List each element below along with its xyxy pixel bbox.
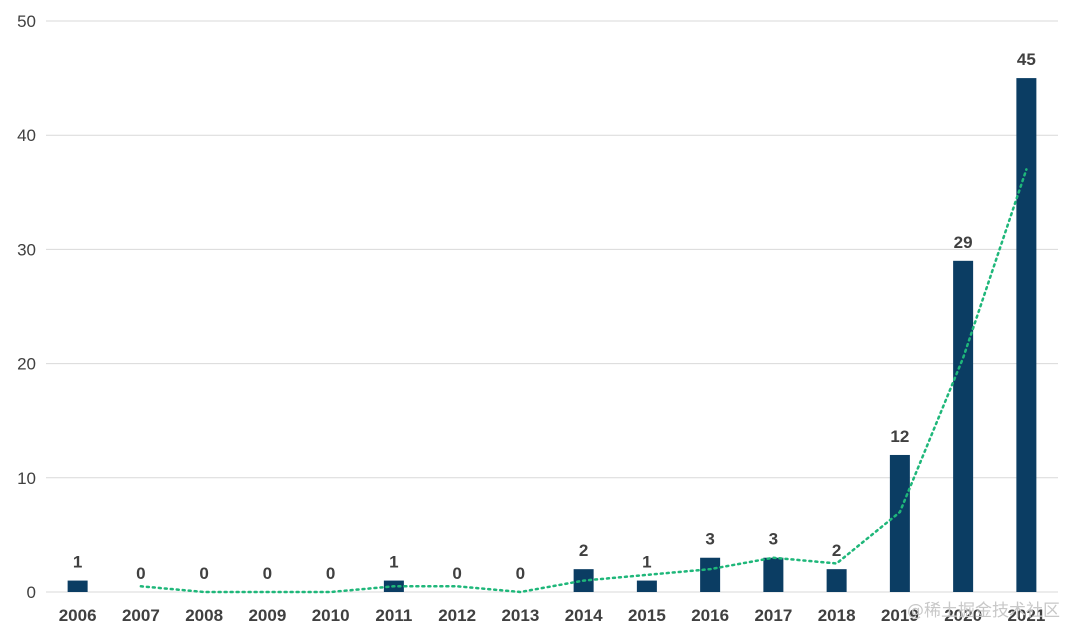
data-label-2010: 0 bbox=[326, 564, 335, 583]
data-label-2017: 3 bbox=[769, 530, 778, 549]
x-tick-label: 2013 bbox=[501, 606, 539, 625]
data-label-2008: 0 bbox=[199, 564, 208, 583]
x-tick-label: 2012 bbox=[438, 606, 476, 625]
data-label-2021: 45 bbox=[1017, 50, 1036, 69]
data-label-2011: 1 bbox=[389, 553, 398, 572]
x-tick-label: 2021 bbox=[1007, 606, 1045, 625]
x-tick-label: 2017 bbox=[754, 606, 792, 625]
x-tick-label: 2020 bbox=[944, 606, 982, 625]
data-label-2006: 1 bbox=[73, 553, 82, 572]
y-tick-label: 30 bbox=[17, 240, 36, 259]
x-tick-label: 2014 bbox=[565, 606, 603, 625]
x-tick-label: 2018 bbox=[818, 606, 856, 625]
y-tick-label: 10 bbox=[17, 469, 36, 488]
x-tick-label: 2010 bbox=[312, 606, 350, 625]
x-tick-label: 2006 bbox=[59, 606, 97, 625]
data-label-2009: 0 bbox=[263, 564, 272, 583]
trendline-path bbox=[139, 168, 1028, 594]
x-axis-ticks: 2006 2007 2008 2009 2010 2011 2012 2013 2014 2015… bbox=[59, 606, 1046, 625]
x-tick-label: 2011 bbox=[375, 606, 412, 625]
bars bbox=[67, 78, 1037, 593]
y-tick-label: 40 bbox=[17, 126, 36, 145]
x-tick-label: 2016 bbox=[691, 606, 729, 625]
data-label-2013: 0 bbox=[516, 564, 525, 583]
data-label-2016: 3 bbox=[705, 530, 714, 549]
x-tick-label: 2008 bbox=[185, 606, 223, 625]
x-tick-label: 2009 bbox=[248, 606, 286, 625]
trendline bbox=[139, 168, 1028, 594]
y-tick-label: 20 bbox=[17, 355, 36, 374]
x-tick-label: 2015 bbox=[628, 606, 666, 625]
data-label-2018: 2 bbox=[832, 541, 841, 560]
data-label-2007: 0 bbox=[136, 564, 145, 583]
watermark-text: @稀土掘金技术社区 bbox=[907, 601, 1060, 621]
data-label-2019: 12 bbox=[890, 427, 909, 446]
bar-2015 bbox=[636, 580, 657, 592]
x-tick-label: 2007 bbox=[122, 606, 160, 625]
data-label-2012: 0 bbox=[452, 564, 461, 583]
bar-2021 bbox=[1016, 78, 1037, 593]
data-label-2014: 2 bbox=[579, 541, 588, 560]
x-tick-label: 2019 bbox=[881, 606, 919, 625]
y-tick-label: 50 bbox=[17, 12, 36, 31]
y-axis-ticks: 0 10 20 30 40 50 bbox=[17, 12, 36, 602]
bar-2019 bbox=[889, 454, 910, 592]
data-label-2015: 1 bbox=[642, 553, 651, 572]
bar-2006 bbox=[67, 580, 88, 592]
bar-2017 bbox=[763, 557, 784, 592]
bar-2016 bbox=[700, 557, 721, 592]
data-label-2020: 29 bbox=[954, 233, 973, 252]
bar-2018 bbox=[826, 569, 847, 592]
bar-2020 bbox=[953, 260, 974, 592]
gridlines bbox=[46, 20, 1058, 593]
y-tick-label: 0 bbox=[27, 583, 36, 602]
data-labels: 1 0 0 0 0 1 0 0 2 1 3 3 2 12 29 45 bbox=[73, 50, 1036, 583]
